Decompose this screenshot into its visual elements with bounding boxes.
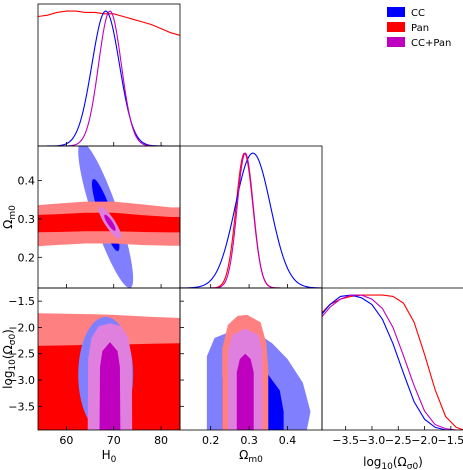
marginal-ok-ccpan: [322, 294, 463, 430]
panels: [37, 3, 463, 431]
x-axis-label-om: Ωm0: [239, 448, 263, 465]
marginal-om-ccpan: [180, 152, 322, 288]
x-tick-label-ok: −2.5: [385, 434, 412, 447]
x-tick-label-om: 0.4: [279, 434, 297, 447]
contour-h0-ok-ccpan-inner: [99, 342, 121, 430]
legend: CC Pan CC+Pan: [387, 7, 451, 49]
legend-swatch-ccpan: [387, 37, 405, 47]
x-tick-label-ok: −1.5: [437, 434, 463, 447]
y-tick-label-om: 0.3: [18, 213, 36, 226]
diag-panel-ok: [322, 294, 463, 430]
x-tick-label-ok: −2.0: [411, 434, 438, 447]
legend-swatch-cc: [387, 7, 405, 17]
marginal-h0-cc: [38, 10, 180, 146]
y-tick-label-ok: −3.0: [8, 374, 35, 387]
legend-swatch-pan: [387, 22, 405, 32]
x-tick-label-om: 0.3: [240, 434, 258, 447]
y-tick-label-ok: −3.5: [8, 400, 35, 413]
y-tick-label-om: 0.2: [18, 251, 36, 264]
y-tick-label-ok: −1.5: [8, 295, 35, 308]
marginal-om-pan: [180, 152, 322, 288]
x-axis-label-h0: H0: [102, 448, 117, 465]
legend-label-ccpan: CC+Pan: [411, 38, 451, 49]
marginal-ok-cc: [322, 294, 463, 430]
x-tick-label-h0: 60: [59, 434, 73, 447]
panel-frame-00: [37, 3, 181, 147]
x-tick-label-om: 0.2: [202, 434, 220, 447]
x-tick-label-h0: 70: [107, 434, 121, 447]
contour-om-ok-ccpan-inner: [236, 353, 254, 430]
marginal-h0-ccpan: [38, 10, 180, 146]
x-axis-label-ok: log10(Ωσ0): [363, 455, 423, 470]
y-tick-label-ok: −2.0: [8, 321, 35, 334]
x-tick-label-h0: 80: [154, 434, 168, 447]
x-tick-label-ok: −3.0: [359, 434, 386, 447]
diag-panel-om: [180, 152, 322, 288]
marginal-ok-pan: [322, 294, 463, 430]
contour-h0-om-ccpan-inner: [104, 214, 116, 231]
marginal-om-cc: [180, 152, 322, 288]
ticks: 60 70 80 0.2 0.3 0.4 −3.5 −3.0 −2.5 −2.0 −1.50.20.…: [8, 142, 463, 447]
diag-panel-h0: [38, 10, 180, 146]
y-tick-label-om: 0.4: [18, 175, 36, 188]
y-axis-label-om: Ωm0: [1, 205, 18, 229]
y-tick-label-ok: −2.5: [8, 348, 35, 361]
legend-label-pan: Pan: [411, 23, 429, 34]
legend-label-cc: CC: [411, 8, 425, 19]
panel-frame-11: [179, 145, 323, 289]
x-tick-label-ok: −3.5: [332, 434, 359, 447]
panel-frame-22: [321, 287, 463, 431]
